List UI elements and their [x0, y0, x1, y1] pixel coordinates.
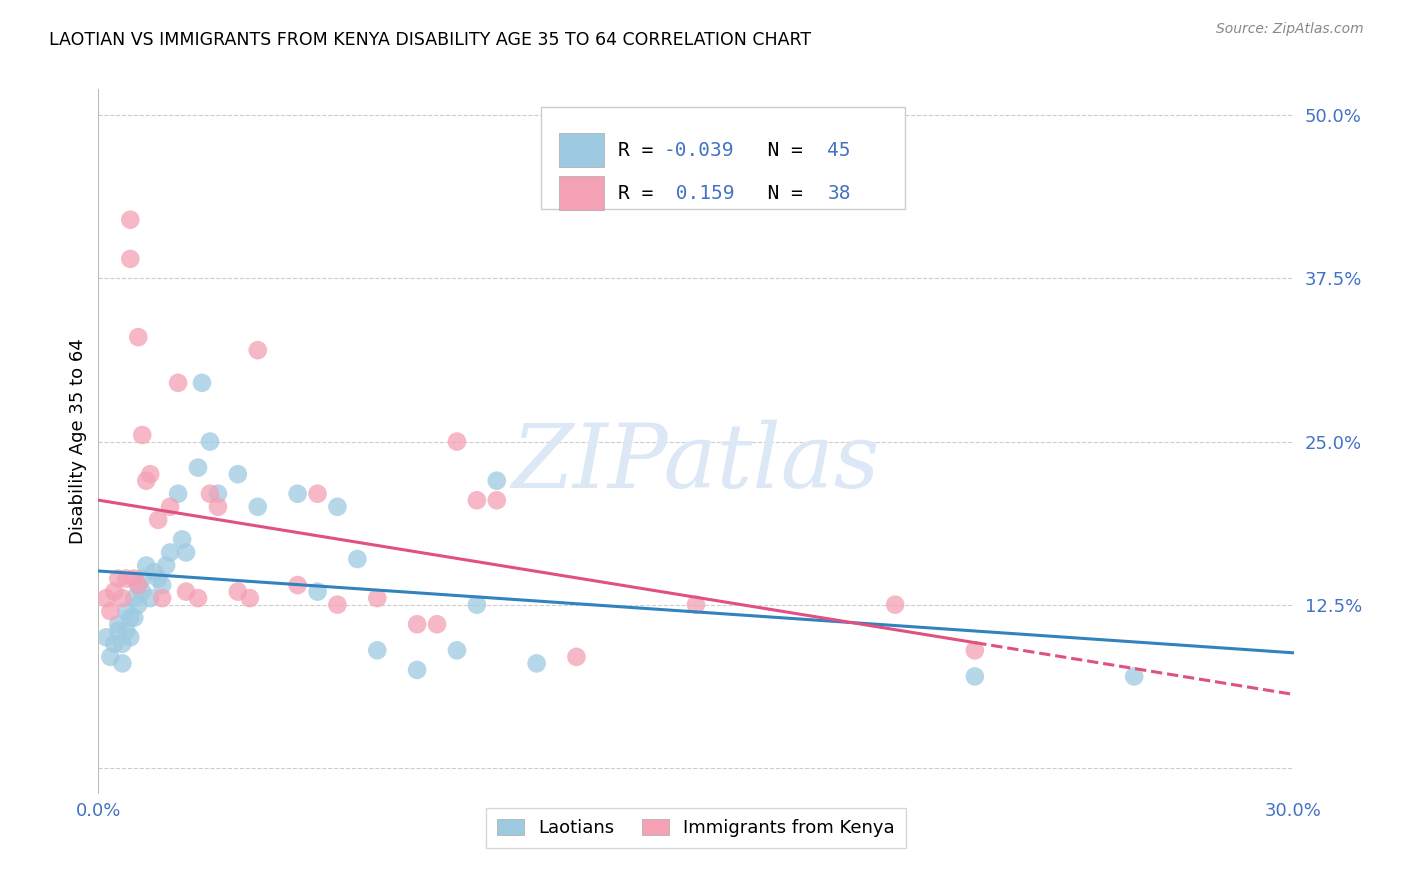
- Text: 38: 38: [827, 184, 851, 202]
- Point: [120, 630, 142, 644]
- Point: [366, 591, 388, 606]
- Point: [406, 663, 429, 677]
- Bar: [558, 134, 605, 167]
- Point: [963, 669, 986, 683]
- Point: [98, 649, 122, 664]
- Point: [406, 617, 429, 632]
- Point: [159, 500, 181, 514]
- Point: [111, 657, 134, 671]
- Point: [884, 598, 907, 612]
- Point: [139, 467, 162, 482]
- Point: [1123, 669, 1146, 683]
- Text: R =: R =: [619, 141, 665, 160]
- Text: N =: N =: [744, 184, 814, 202]
- Text: ZIPatlas: ZIPatlas: [512, 419, 880, 506]
- Point: [103, 584, 125, 599]
- Point: [167, 376, 190, 390]
- Point: [107, 572, 129, 586]
- Point: [174, 545, 197, 559]
- Point: [124, 591, 146, 606]
- Point: [159, 545, 181, 559]
- Point: [172, 533, 194, 547]
- Point: [207, 487, 229, 501]
- Point: [191, 376, 214, 390]
- Point: [465, 598, 488, 612]
- Point: [287, 487, 309, 501]
- Point: [426, 617, 449, 632]
- Point: [307, 487, 329, 501]
- Point: [174, 584, 197, 599]
- Text: -0.039: -0.039: [664, 141, 734, 160]
- Text: R =: R =: [619, 184, 665, 202]
- Point: [326, 500, 349, 514]
- Point: [111, 637, 134, 651]
- Point: [526, 657, 548, 671]
- Point: [346, 552, 368, 566]
- Text: 45: 45: [827, 141, 851, 160]
- Point: [115, 604, 138, 618]
- Point: [131, 584, 153, 599]
- Point: [131, 428, 153, 442]
- Point: [307, 584, 329, 599]
- Point: [198, 434, 221, 449]
- Point: [148, 572, 170, 586]
- Point: [287, 578, 309, 592]
- FancyBboxPatch shape: [541, 107, 905, 209]
- Point: [326, 598, 349, 612]
- Point: [107, 617, 129, 632]
- Point: [135, 558, 157, 573]
- Point: [98, 604, 122, 618]
- Point: [485, 493, 508, 508]
- Text: LAOTIAN VS IMMIGRANTS FROM KENYA DISABILITY AGE 35 TO 64 CORRELATION CHART: LAOTIAN VS IMMIGRANTS FROM KENYA DISABIL…: [49, 31, 811, 49]
- Point: [127, 578, 149, 592]
- Point: [127, 578, 149, 592]
- Point: [446, 434, 468, 449]
- Point: [226, 467, 249, 482]
- Point: [485, 474, 508, 488]
- Point: [565, 649, 588, 664]
- Point: [120, 252, 142, 266]
- Point: [115, 572, 138, 586]
- Point: [150, 591, 173, 606]
- Point: [124, 572, 146, 586]
- Point: [120, 611, 142, 625]
- Point: [96, 591, 118, 606]
- Point: [107, 624, 129, 638]
- Point: [111, 591, 134, 606]
- Point: [465, 493, 488, 508]
- Point: [198, 487, 221, 501]
- Point: [685, 598, 707, 612]
- Text: Source: ZipAtlas.com: Source: ZipAtlas.com: [1216, 22, 1364, 37]
- Point: [187, 591, 209, 606]
- Point: [124, 611, 146, 625]
- Point: [150, 578, 173, 592]
- Point: [167, 487, 190, 501]
- Point: [366, 643, 388, 657]
- Text: 0.159: 0.159: [664, 184, 734, 202]
- Point: [239, 591, 262, 606]
- Legend: Laotians, Immigrants from Kenya: Laotians, Immigrants from Kenya: [486, 808, 905, 848]
- Point: [135, 474, 157, 488]
- Point: [963, 643, 986, 657]
- Point: [246, 500, 269, 514]
- Point: [226, 584, 249, 599]
- Point: [246, 343, 269, 358]
- Point: [103, 637, 125, 651]
- Y-axis label: Disability Age 35 to 64: Disability Age 35 to 64: [69, 339, 87, 544]
- Text: N =: N =: [744, 141, 814, 160]
- Point: [139, 591, 162, 606]
- Point: [127, 598, 149, 612]
- Point: [96, 630, 118, 644]
- Point: [127, 330, 149, 344]
- Point: [143, 565, 166, 579]
- Point: [187, 460, 209, 475]
- Bar: [558, 177, 605, 210]
- Point: [155, 558, 177, 573]
- Point: [207, 500, 229, 514]
- Point: [131, 572, 153, 586]
- Point: [120, 212, 142, 227]
- Point: [148, 513, 170, 527]
- Point: [115, 624, 138, 638]
- Point: [446, 643, 468, 657]
